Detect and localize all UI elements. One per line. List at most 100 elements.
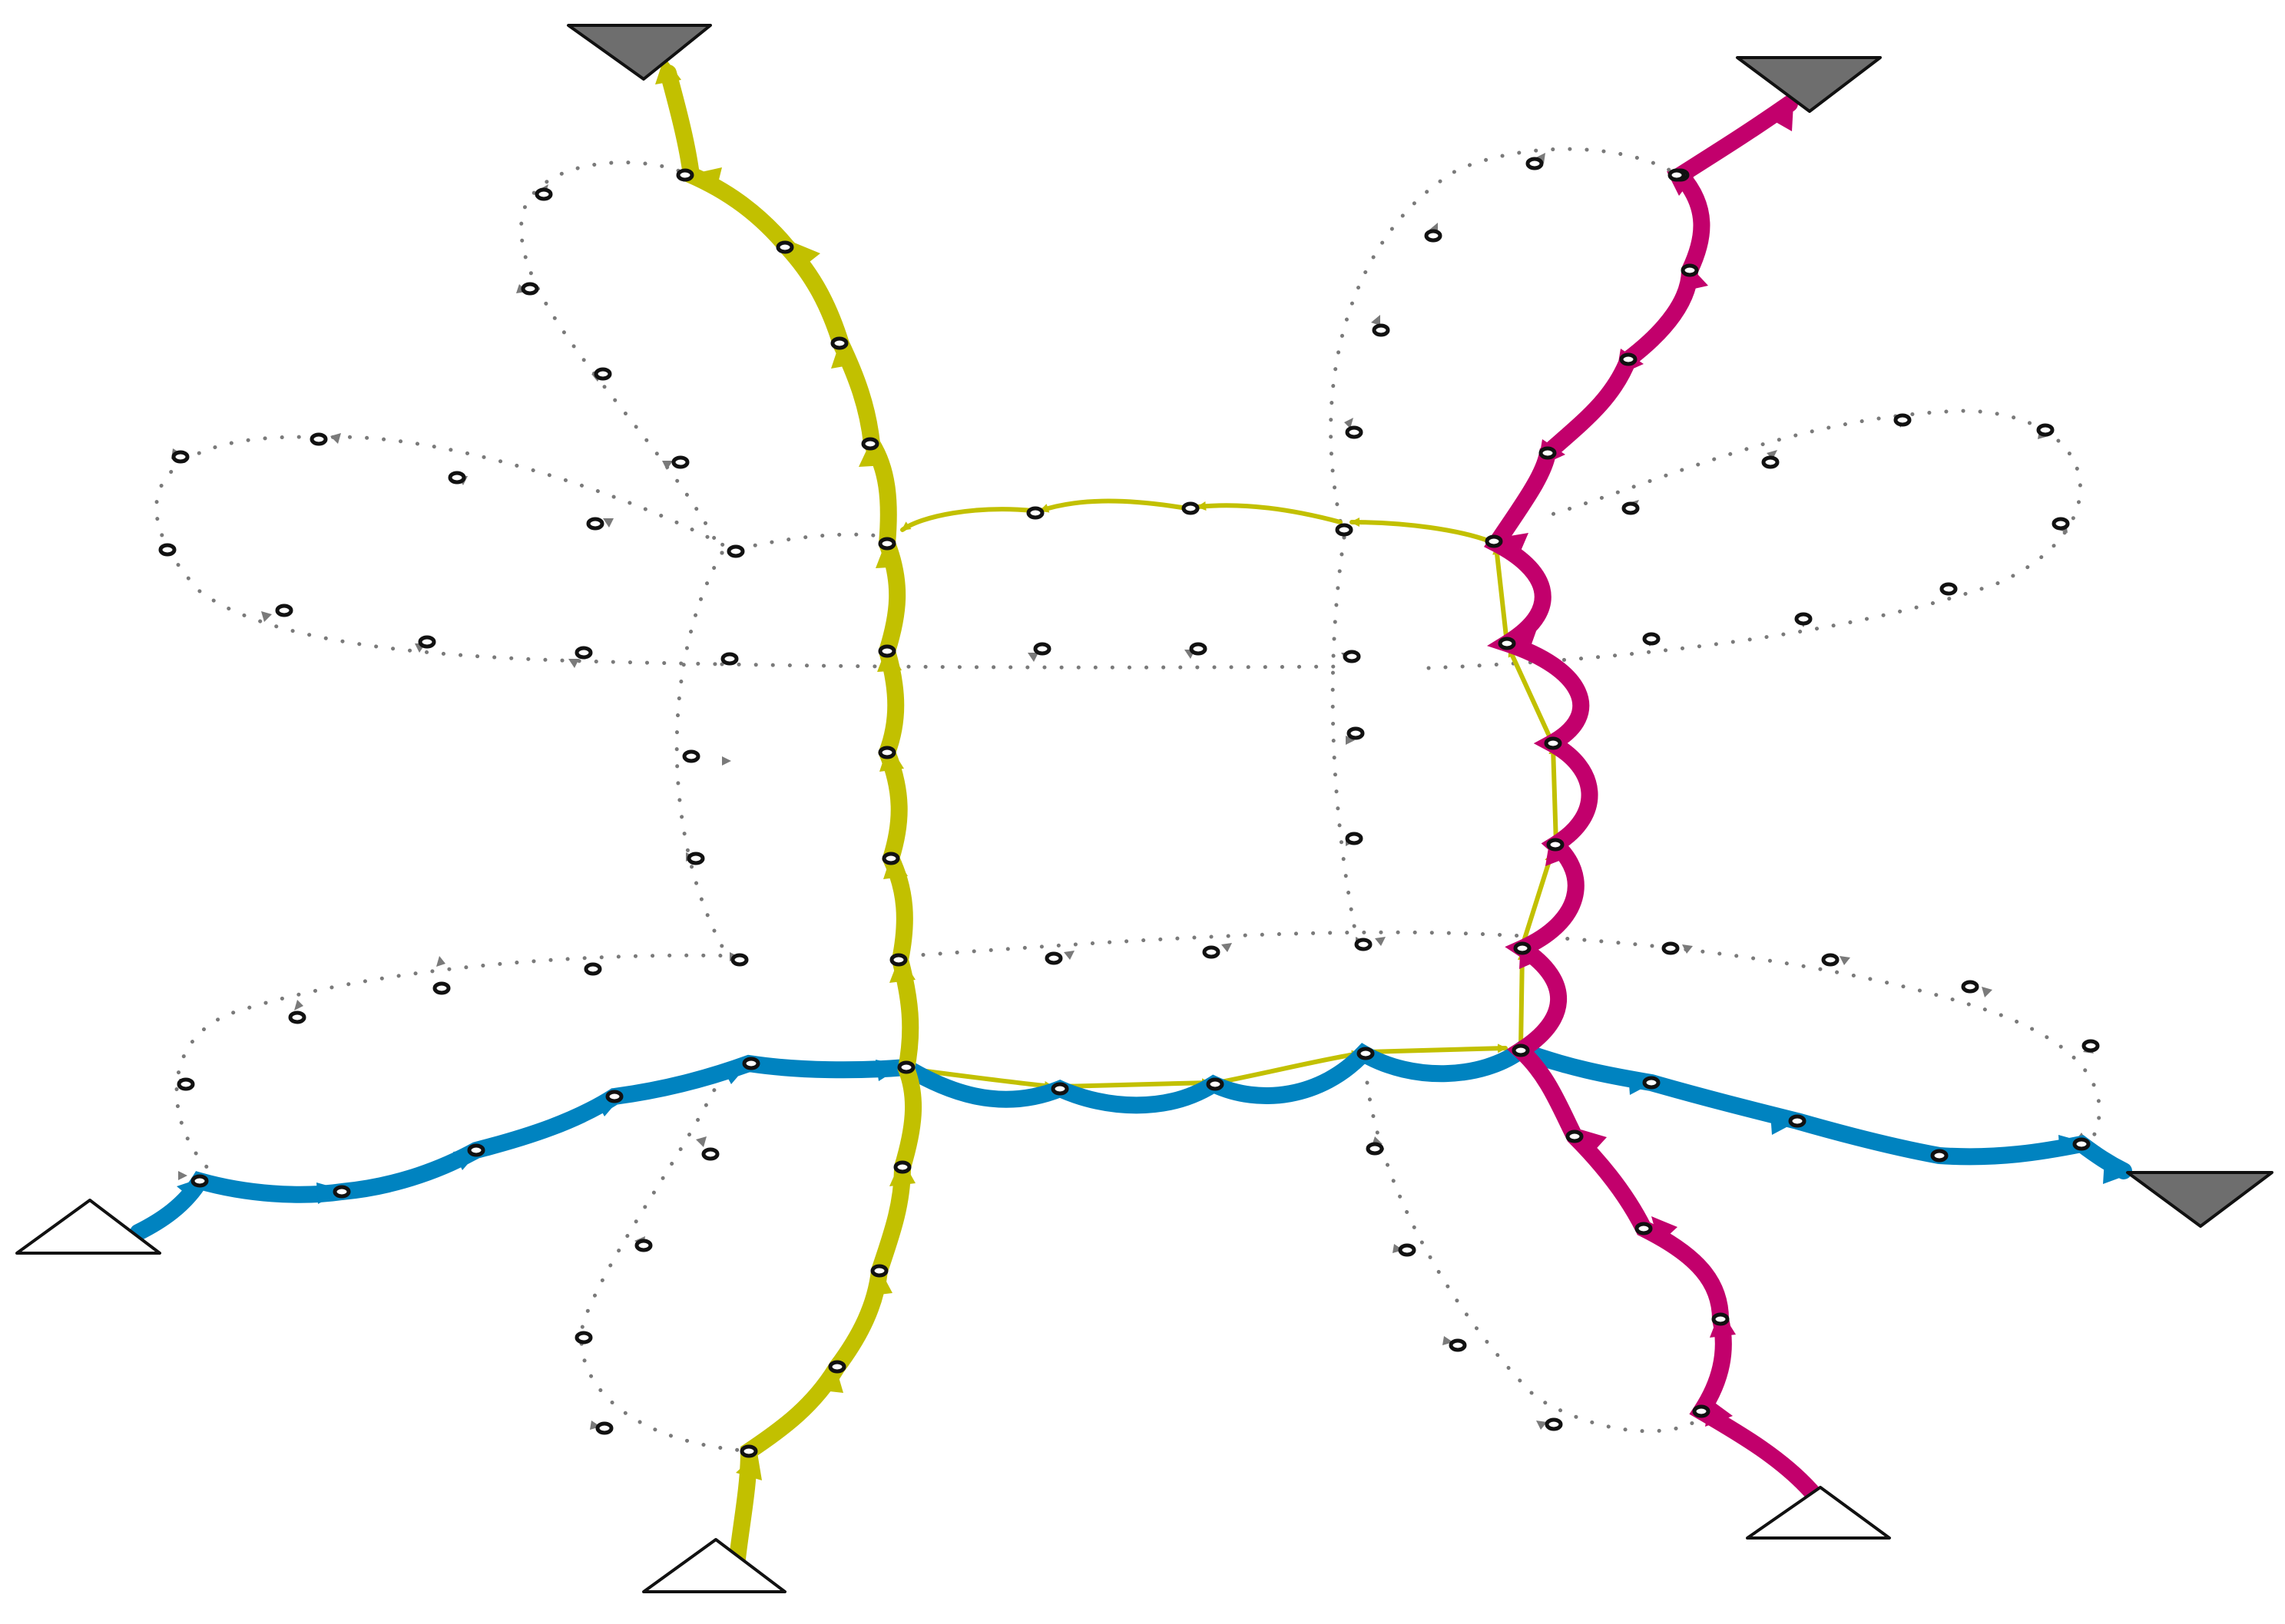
node[interactable] (158, 543, 177, 557)
node[interactable] (1642, 632, 1661, 646)
node[interactable] (190, 1174, 209, 1188)
node[interactable] (1893, 413, 1912, 427)
node[interactable] (861, 437, 879, 451)
node[interactable] (595, 1421, 614, 1435)
source-triangle-bottom[interactable] (642, 1538, 787, 1593)
node[interactable] (727, 544, 745, 558)
sink-triangle-top-right[interactable] (1736, 56, 1882, 113)
node[interactable] (521, 282, 539, 296)
node[interactable] (418, 635, 436, 649)
sink-triangle-top-left[interactable] (567, 24, 712, 81)
node[interactable] (1449, 1338, 1467, 1352)
node[interactable] (448, 471, 466, 485)
node[interactable] (1546, 838, 1565, 852)
node[interactable] (730, 953, 749, 967)
node[interactable] (288, 1010, 306, 1024)
source-triangle-bottom-right[interactable] (1746, 1486, 1891, 1540)
node[interactable] (1398, 1243, 1416, 1257)
node[interactable] (1372, 323, 1390, 337)
node[interactable] (1033, 642, 1051, 656)
source-triangle-left[interactable] (15, 1199, 161, 1255)
node[interactable] (1525, 157, 1544, 170)
node[interactable] (584, 962, 602, 976)
node[interactable] (1346, 726, 1365, 740)
node[interactable] (1930, 1149, 1949, 1163)
node[interactable] (720, 652, 739, 666)
node[interactable] (1181, 501, 1200, 515)
node[interactable] (586, 517, 604, 531)
node[interactable] (2052, 517, 2070, 531)
node[interactable] (897, 1060, 916, 1074)
node[interactable] (575, 1331, 593, 1345)
node[interactable] (1026, 506, 1045, 520)
node[interactable] (177, 1077, 195, 1091)
node[interactable] (1961, 980, 1979, 994)
node[interactable] (889, 953, 908, 967)
node[interactable] (2036, 423, 2055, 437)
node[interactable] (605, 1090, 624, 1103)
node[interactable] (1424, 229, 1442, 243)
node[interactable] (830, 336, 849, 350)
node[interactable] (701, 1147, 720, 1161)
node[interactable] (870, 1264, 889, 1278)
node[interactable] (333, 1185, 351, 1199)
node[interactable] (828, 1360, 846, 1374)
node[interactable] (535, 187, 553, 201)
node[interactable] (893, 1160, 912, 1174)
node[interactable] (1366, 1142, 1384, 1156)
node[interactable] (594, 367, 612, 381)
node[interactable] (1661, 941, 1680, 955)
node[interactable] (1206, 1077, 1224, 1091)
node[interactable] (1345, 832, 1363, 845)
node[interactable] (1692, 1404, 1710, 1418)
node[interactable] (878, 537, 896, 551)
node[interactable] (1565, 1130, 1584, 1143)
node[interactable] (671, 455, 690, 469)
node[interactable] (1512, 1044, 1530, 1057)
node[interactable] (1513, 941, 1532, 955)
node[interactable] (1619, 352, 1638, 366)
node[interactable] (1538, 446, 1557, 460)
node[interactable] (1681, 263, 1699, 277)
node[interactable] (1939, 582, 1958, 596)
node[interactable] (1356, 1047, 1375, 1060)
node[interactable] (682, 749, 700, 763)
node[interactable] (171, 450, 190, 464)
node[interactable] (432, 981, 451, 995)
node[interactable] (742, 1057, 760, 1070)
node[interactable] (1045, 951, 1063, 965)
node[interactable] (1545, 1417, 1563, 1431)
node[interactable] (1498, 637, 1516, 650)
node[interactable] (1667, 168, 1686, 182)
node[interactable] (575, 646, 593, 660)
node[interactable] (1794, 612, 1813, 626)
node[interactable] (878, 644, 896, 658)
node[interactable] (1051, 1082, 1069, 1096)
node[interactable] (1634, 1222, 1653, 1235)
node[interactable] (676, 168, 694, 182)
sink-triangle-right[interactable] (2126, 1171, 2273, 1228)
node[interactable] (687, 852, 705, 865)
node[interactable] (882, 852, 900, 865)
node[interactable] (1642, 1076, 1661, 1090)
node[interactable] (1485, 534, 1503, 548)
node[interactable] (776, 240, 794, 254)
node[interactable] (634, 1239, 653, 1252)
node[interactable] (1788, 1114, 1806, 1128)
node[interactable] (1621, 501, 1640, 515)
node[interactable] (275, 604, 293, 617)
node[interactable] (1343, 650, 1361, 663)
node[interactable] (1354, 938, 1373, 951)
node[interactable] (1711, 1312, 1730, 1326)
node[interactable] (1202, 945, 1220, 959)
node[interactable] (467, 1143, 485, 1157)
node[interactable] (2072, 1137, 2091, 1151)
node[interactable] (1189, 642, 1207, 656)
node[interactable] (310, 432, 328, 446)
node[interactable] (2081, 1039, 2100, 1053)
node[interactable] (878, 746, 896, 759)
node[interactable] (740, 1444, 758, 1458)
node[interactable] (1345, 425, 1363, 439)
node[interactable] (1761, 455, 1780, 469)
node[interactable] (1335, 523, 1353, 537)
